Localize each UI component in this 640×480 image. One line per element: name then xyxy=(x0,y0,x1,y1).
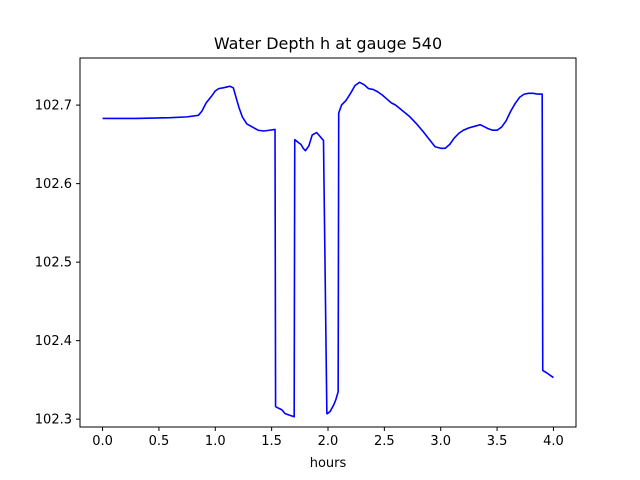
x-tick-label: 3.0 xyxy=(430,434,451,449)
y-tick-label: 102.4 xyxy=(35,334,72,349)
y-tick-label: 102.3 xyxy=(35,413,72,428)
chart-title: Water Depth h at gauge 540 xyxy=(214,34,442,53)
x-tick-label: 3.5 xyxy=(487,434,508,449)
x-tick-label: 1.5 xyxy=(261,434,282,449)
x-tick-label: 0.5 xyxy=(149,434,170,449)
y-tick-label: 102.6 xyxy=(35,177,72,192)
y-tick-label: 102.5 xyxy=(35,256,72,271)
plot-area-frame xyxy=(79,57,577,428)
y-tick-label: 102.7 xyxy=(35,99,72,114)
y-axis: 102.3 102.4 102.5 102.6 102.7 xyxy=(35,99,80,428)
series-line xyxy=(102,81,554,418)
series-group xyxy=(102,81,554,418)
x-tick-label: 2.5 xyxy=(374,434,395,449)
x-tick-label: 1.0 xyxy=(205,434,226,449)
x-axis: 0.0 0.5 1.0 1.5 2.0 2.5 3.0 3.5 4.0 xyxy=(92,427,564,449)
x-tick-label: 4.0 xyxy=(543,434,564,449)
x-axis-label: hours xyxy=(310,456,347,471)
x-tick-label: 0.0 xyxy=(92,434,113,449)
x-tick-label: 2.0 xyxy=(318,434,339,449)
